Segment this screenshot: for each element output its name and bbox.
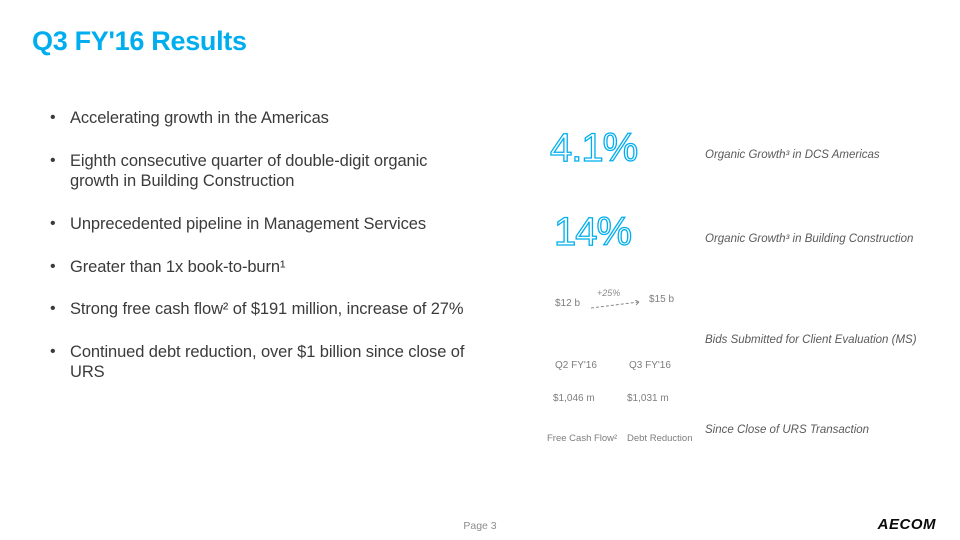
urs-col-0: Q2 FY'16 <box>555 360 597 371</box>
urs-xlabel-0: Free Cash Flow² <box>547 433 617 444</box>
bullet-item: Unprecedented pipeline in Management Ser… <box>48 214 478 235</box>
bullet-item: Strong free cash flow² of $191 million, … <box>48 299 478 320</box>
bids-left-label: $12 b <box>555 298 580 309</box>
bids-right-label: $15 b <box>649 294 674 305</box>
stat-caption-1: Organic Growth³ in DCS Americas <box>705 148 935 163</box>
urs-chart: Q2 FY'16 Q3 FY'16 $1,046 m $1,031 m Free… <box>555 355 715 445</box>
urs-val-0: $1,046 m <box>553 393 595 404</box>
stat-caption-2: Organic Growth³ in Building Construction <box>705 232 945 247</box>
bids-arrow-label: +25% <box>597 288 620 298</box>
bids-caption: Bids Submitted for Client Evaluation (MS… <box>705 333 945 348</box>
bids-chart: $12 b +25% $15 b <box>555 288 695 328</box>
urs-caption: Since Close of URS Transaction <box>705 423 945 438</box>
urs-val-1: $1,031 m <box>627 393 669 404</box>
bullet-item: Continued debt reduction, over $1 billio… <box>48 342 478 383</box>
stat-value-2: 14% <box>554 210 631 255</box>
bids-arrow-icon <box>589 300 645 310</box>
bullet-item: Accelerating growth in the Americas <box>48 108 478 129</box>
slide-title: Q3 FY'16 Results <box>32 26 247 57</box>
page-number: Page 3 <box>463 520 496 532</box>
bullet-item: Eighth consecutive quarter of double-dig… <box>48 151 478 192</box>
bullet-item: Greater than 1x book-to-burn¹ <box>48 257 478 278</box>
bullet-list: Accelerating growth in the Americas Eigh… <box>48 108 478 405</box>
urs-xlabel-1: Debt Reduction <box>627 433 692 444</box>
slide: Q3 FY'16 Results Accelerating growth in … <box>0 0 960 540</box>
urs-col-1: Q3 FY'16 <box>629 360 671 371</box>
company-logo: AECOM <box>878 516 936 533</box>
stat-value-1: 4.1% <box>550 126 637 171</box>
